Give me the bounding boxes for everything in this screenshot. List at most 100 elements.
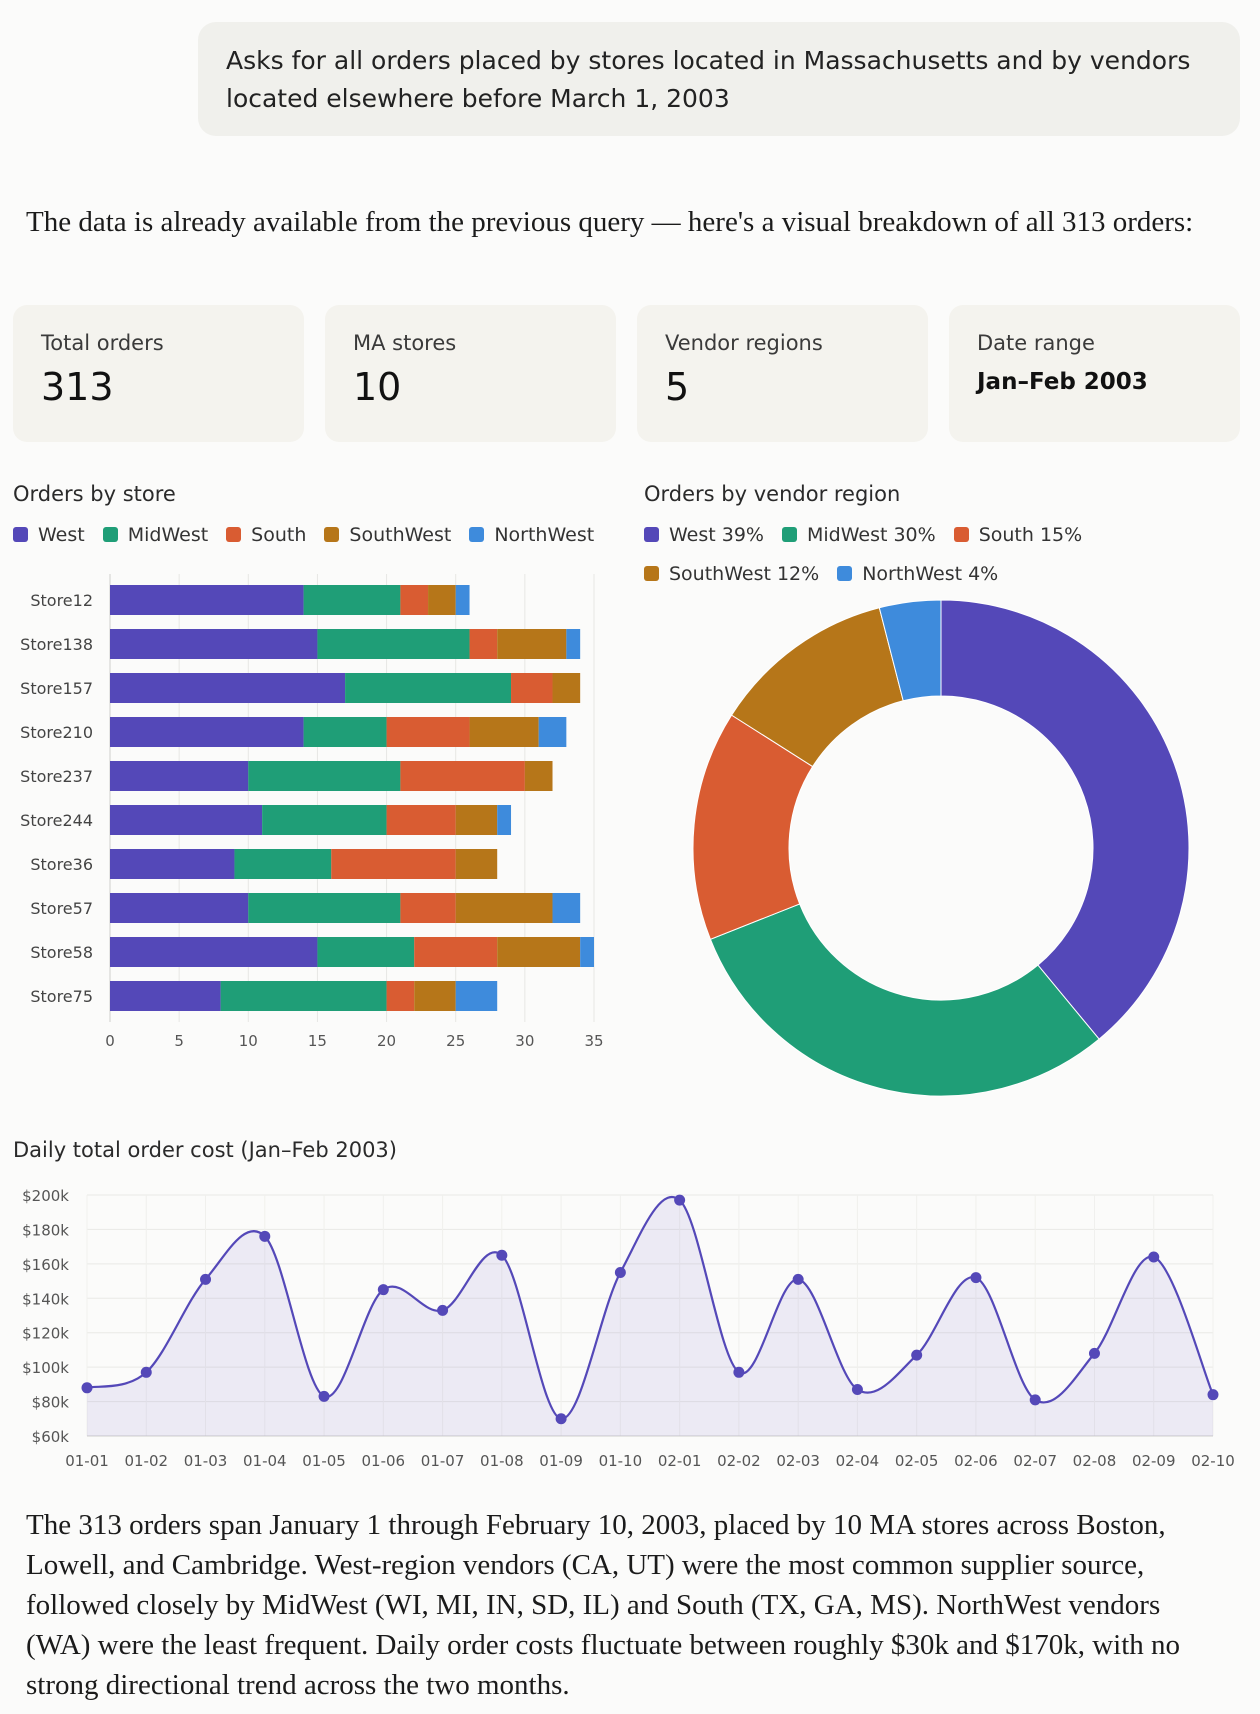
bar-store58-west	[110, 937, 318, 967]
bar-store36-southwest	[455, 849, 498, 879]
legend-swatch	[226, 527, 242, 542]
legend-item-northwest: NorthWest	[469, 515, 594, 554]
area-fill	[87, 1196, 1213, 1436]
bar-store57-northwest	[552, 893, 581, 923]
stat-label: Date range	[977, 331, 1095, 355]
legend-item-west: West 39%	[644, 515, 764, 554]
legend-item-south: South	[226, 515, 306, 554]
legend-label: MidWest	[127, 523, 209, 546]
bar-store12-southwest	[428, 585, 456, 615]
point-01-03	[200, 1273, 212, 1285]
legend-label: South	[251, 523, 307, 546]
bar-store57-west	[110, 893, 249, 923]
legend-label: NorthWest	[494, 523, 595, 546]
stat-card-vendor-regions: Vendor regions 5	[637, 305, 928, 442]
bar-store210-southwest	[469, 717, 539, 747]
bar-store157-midwest	[345, 673, 512, 703]
bar-store157-west	[110, 673, 346, 703]
x-tick-label: 02-09	[1132, 1452, 1176, 1470]
legend-label: NorthWest 4%	[862, 562, 999, 585]
stat-label: MA stores	[353, 331, 457, 355]
x-tick-label: 02-07	[1013, 1452, 1057, 1470]
bar-store138-northwest	[566, 629, 581, 659]
x-tick-label: 02-02	[717, 1452, 761, 1470]
bar-store210-northwest	[538, 717, 567, 747]
bar-store157-southwest	[552, 673, 581, 703]
bar-store75-west	[110, 981, 221, 1011]
y-tick-label: $60k	[32, 1428, 70, 1446]
point-02-02	[733, 1366, 745, 1378]
legend-swatch	[781, 527, 797, 542]
bar-store244-northwest	[497, 805, 512, 835]
legend-item-south: South 15%	[953, 515, 1082, 554]
point-02-10	[1207, 1389, 1219, 1401]
x-tick-label: 01-04	[243, 1452, 287, 1470]
bar-store244-midwest	[262, 805, 387, 835]
x-tick-label: 30	[515, 1032, 534, 1050]
intro-text: The data is already available from the p…	[26, 206, 1194, 238]
chart-daily-cost: $60k $80k $100k $120k $140k $160k $180k $200k 01…	[22, 1187, 1235, 1470]
y-tick-label: $160k	[22, 1256, 69, 1274]
y-tick-label: Store138	[20, 635, 93, 654]
x-tick-label: 5	[174, 1032, 184, 1050]
x-tick-label: 01-07	[421, 1452, 465, 1470]
stat-card-total-orders: Total orders 313	[13, 305, 304, 442]
legend-swatch	[837, 566, 853, 581]
y-tick-label: $100k	[22, 1359, 69, 1377]
point-01-10	[614, 1266, 626, 1278]
slice-midwest	[709, 903, 1100, 1097]
x-tick-label: 0	[105, 1032, 115, 1050]
x-tick-label: 25	[446, 1032, 465, 1050]
y-tick-label: Store36	[30, 855, 93, 874]
y-tick-label: Store244	[20, 811, 93, 830]
bar-store138-southwest	[497, 629, 567, 659]
bar-store57-south	[400, 893, 456, 923]
bar-store58-northwest	[580, 937, 594, 967]
bar-store12-northwest	[455, 585, 470, 615]
bar-store237-midwest	[248, 761, 401, 791]
point-01-09	[555, 1413, 567, 1425]
point-02-06	[970, 1272, 982, 1284]
point-01-02	[140, 1366, 152, 1378]
slice-northwest	[878, 599, 942, 702]
x-tick-label: 10	[239, 1032, 258, 1050]
y-tick-label: Store237	[20, 767, 93, 786]
stat-value: 5	[665, 365, 690, 409]
stat-value: Jan–Feb 2003	[977, 369, 1148, 395]
legend-item-southwest: SouthWest 12%	[644, 554, 819, 593]
y-tick-label: $120k	[22, 1325, 69, 1343]
legend-swatch	[644, 527, 659, 542]
x-tick-label: 02-08	[1073, 1452, 1117, 1470]
point-02-08	[1088, 1347, 1100, 1359]
stat-value: 313	[41, 365, 114, 409]
legend-item-southwest: SouthWest	[324, 515, 451, 554]
stat-card-ma-stores: MA stores 10	[325, 305, 616, 442]
point-01-04	[259, 1230, 271, 1242]
legend-swatch	[13, 527, 28, 542]
legend-swatch	[324, 527, 340, 542]
point-02-01	[674, 1194, 686, 1206]
x-tick-label: 02-04	[836, 1452, 880, 1470]
point-01-07	[437, 1304, 449, 1316]
legend-orders-by-store: West MidWest South SouthWest NorthWest	[13, 515, 633, 554]
bar-store36-midwest	[234, 849, 332, 879]
bar-store244-southwest	[455, 805, 498, 835]
bar-store75-southwest	[414, 981, 456, 1011]
bar-store237-west	[110, 761, 249, 791]
legend-orders-by-vendor-region: West 39% MidWest 30% South 15% SouthWest 12…	[644, 515, 1114, 593]
bar-store210-midwest	[303, 717, 387, 747]
chart-title-daily-cost: Daily total order cost (Jan–Feb 2003)	[13, 1138, 397, 1162]
legend-swatch	[469, 527, 485, 542]
bar-store75-south	[386, 981, 415, 1011]
bar-store58-southwest	[497, 937, 581, 967]
y-tick-label: $140k	[22, 1290, 69, 1308]
bar-store75-northwest	[455, 981, 498, 1011]
legend-swatch	[102, 527, 118, 542]
x-tick-label: 15	[308, 1032, 327, 1050]
legend-swatch	[644, 566, 659, 581]
y-tick-label: Store75	[30, 987, 93, 1006]
bar-store58-south	[414, 937, 498, 967]
point-02-03	[792, 1273, 804, 1285]
x-tick-label: 02-03	[776, 1452, 820, 1470]
summary-text: The 313 orders span January 1 through Fe…	[26, 1509, 1181, 1701]
